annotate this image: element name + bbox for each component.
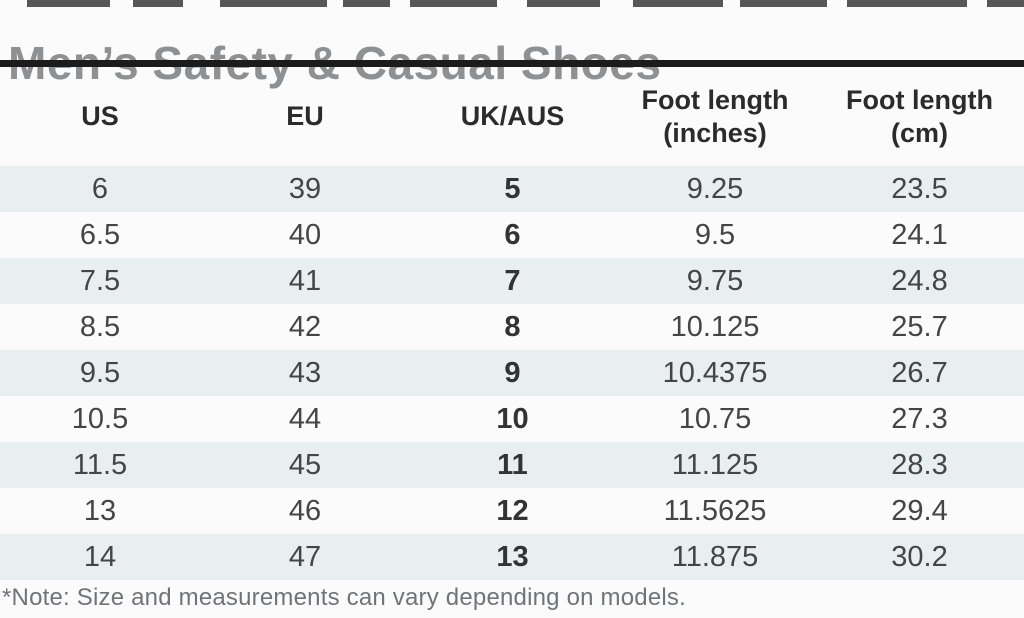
table-row: 9.5 43 9 10.4375 26.7	[0, 350, 1024, 396]
table-cell: 13	[83, 494, 117, 527]
table-cell: 10.75	[678, 402, 752, 435]
size-table-body: 6 39 5 9.25 23.5 6.5 40 6 9.5 24.1 7.5 41 7 9.75 24.8 8…	[0, 166, 1024, 580]
table-row: 10.5 44 10 10.75 27.3	[0, 396, 1024, 442]
table-cell: 45	[200, 442, 410, 488]
table-cell: 26.7	[815, 350, 1024, 396]
table-cell: 29.4	[891, 494, 948, 527]
table-cell: 5	[410, 166, 615, 212]
title-underline-rule	[0, 60, 1024, 67]
column-header: US	[81, 101, 119, 132]
table-cell: 6	[504, 218, 521, 251]
table-cell: 24.1	[891, 218, 948, 251]
table-row: 6.5 40 6 9.5 24.1	[0, 212, 1024, 258]
remnant-dash	[410, 0, 497, 7]
table-cell: 11.125	[615, 442, 815, 488]
table-cell: 11.5	[0, 442, 200, 488]
table-cell: 8	[504, 310, 521, 343]
table-cell: 10.125	[670, 310, 760, 343]
remnant-dash	[27, 0, 110, 7]
cropped-text-remnant	[0, 0, 1024, 9]
table-cell: 9.5	[694, 218, 736, 251]
remnant-dash	[987, 0, 1024, 7]
remnant-dash	[220, 0, 327, 7]
table-cell: 23.5	[815, 166, 1024, 212]
table-row: 8.5 42 8 10.125 25.7	[0, 304, 1024, 350]
size-conversion-table: US EU UK/AUS Foot length (inches) Foot lengt…	[0, 67, 1024, 580]
table-cell: 7	[410, 258, 615, 304]
table-cell: 44	[288, 402, 322, 435]
table-cell: 14	[0, 534, 200, 580]
table-cell: 46	[288, 494, 322, 527]
table-cell: 13	[410, 534, 615, 580]
table-cell: 30.2	[815, 534, 1024, 580]
table-cell: 12	[496, 494, 529, 527]
table-cell: 43	[200, 350, 410, 396]
table-cell: 9	[410, 350, 615, 396]
remnant-dash	[527, 0, 600, 7]
table-cell: 9.25	[615, 166, 815, 212]
table-cell: 11.875	[615, 534, 815, 580]
table-cell: 11.5625	[663, 494, 767, 527]
table-cell: 11	[410, 442, 615, 488]
table-cell: 47	[200, 534, 410, 580]
remnant-dash	[847, 0, 967, 7]
table-cell: 9.75	[615, 258, 815, 304]
table-cell: 7.5	[0, 258, 200, 304]
table-cell: 41	[200, 258, 410, 304]
remnant-dash	[343, 0, 390, 7]
remnant-dash	[633, 0, 723, 7]
table-cell: 39	[200, 166, 410, 212]
footnote: *Note: Size and measurements can vary de…	[2, 584, 686, 611]
table-cell: 6	[0, 166, 200, 212]
table-row: 7.5 41 7 9.75 24.8	[0, 258, 1024, 304]
table-row: 14 47 13 11.875 30.2	[0, 534, 1024, 580]
header-row: US EU UK/AUS Foot length (inches) Foot lengt…	[0, 67, 1024, 166]
table-cell: 6.5	[79, 218, 121, 251]
remnant-dash	[133, 0, 183, 7]
table-cell: 27.3	[891, 402, 948, 435]
table-row: 13 46 12 11.5625 29.4	[0, 488, 1024, 534]
column-header: Foot length (inches)	[641, 85, 789, 148]
table-cell: 40	[288, 218, 322, 251]
table-cell: 10.4375	[615, 350, 815, 396]
table-cell: 28.3	[815, 442, 1024, 488]
column-header: EU	[286, 101, 324, 132]
table-cell: 10	[496, 402, 529, 435]
column-header: UK/AUS	[460, 101, 565, 132]
table-row: 6 39 5 9.25 23.5	[0, 166, 1024, 212]
table-cell: 24.8	[815, 258, 1024, 304]
remnant-dash	[740, 0, 827, 7]
table-cell: 9.5	[0, 350, 200, 396]
table-cell: 42	[288, 310, 322, 343]
table-cell: 25.7	[891, 310, 948, 343]
table-cell: 8.5	[79, 310, 121, 343]
column-header: Foot length (cm)	[846, 85, 993, 148]
table-row: 11.5 45 11 11.125 28.3	[0, 442, 1024, 488]
table-cell: 10.5	[71, 402, 129, 435]
